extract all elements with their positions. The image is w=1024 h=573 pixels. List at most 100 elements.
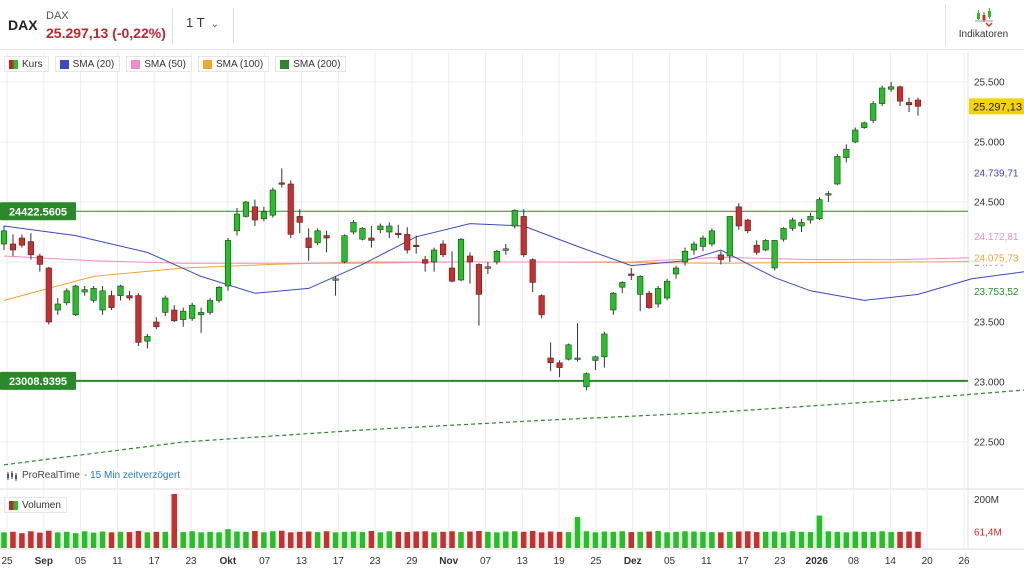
x-tick-label: 07 [259,556,271,567]
x-tick-label: Okt [220,556,237,567]
legend-item-sma20[interactable]: SMA (20) [54,56,121,72]
volume-bar [592,532,599,548]
candle-body [484,266,491,269]
candle-body [780,228,787,240]
candle-body [502,248,509,251]
volume-bar [1,532,7,548]
legend-label: SMA (50) [144,58,186,70]
indicators-label: Indikatoren [958,29,1009,40]
candle-body [601,333,608,358]
y-tick-label: 23.000 [974,378,1005,389]
candle-body [699,237,707,247]
volume-bar [744,531,751,548]
x-tick-label: 17 [333,556,345,567]
candle-body [422,259,429,264]
volume-bar [816,515,823,548]
volume-bar [520,531,527,548]
sma200-line [3,389,1024,466]
volume-last-label: 61,4M [974,527,1002,538]
x-tick-label: 2026 [806,556,829,567]
volume-bar [753,532,760,548]
candle-body [117,285,124,296]
volume-bar [789,531,796,548]
candle-body [81,289,88,293]
sma-value-tag: 24.172,81 [974,232,1019,243]
candle-body [798,222,805,227]
candle-body [672,267,680,275]
legend-item-sma50[interactable]: SMA (50) [126,56,192,72]
indicators-button[interactable]: Indikatoren [945,4,1021,46]
candle-body [457,238,465,281]
volume-bar [171,494,178,548]
legend-swatch-sma50 [131,59,141,69]
candle-body [233,213,241,232]
volume-bar [664,532,670,548]
legend-label: Volumen [22,499,61,511]
x-tick-label: 19 [554,556,566,567]
volume-bar [682,531,688,548]
timeframe-selector[interactable]: 1 T ⌄ [186,15,219,30]
legend-item-sma100[interactable]: SMA (100) [197,56,270,72]
x-tick-label: 25 [1,556,13,567]
level-tag [0,202,76,221]
legend-item-volumen[interactable]: Volumen [4,497,67,513]
candle-body [637,276,644,295]
candle-body [717,254,724,260]
symbol-label[interactable]: DAX [8,17,38,33]
volume-bar [341,531,348,548]
x-tick-label: 11 [112,556,123,567]
volume-bar [377,532,384,548]
header-divider [172,8,173,44]
candle-body [914,99,922,107]
candle-body [807,216,814,221]
sma-value-tag-bg [969,229,1024,244]
candle-body [852,129,859,143]
volume-bar [46,530,52,548]
sma-value-tag-bg [969,250,1024,265]
legend-label: SMA (20) [72,58,115,70]
candle-body [45,267,52,323]
volume-bar [556,531,563,548]
volume-bar [915,531,921,548]
candlesticks [0,82,922,391]
x-tick-label: 20 [922,556,934,567]
candle-body [619,282,626,288]
volume-bar [431,532,437,548]
x-tick-label: Dez [624,556,642,567]
candle-body [448,267,456,282]
candle-body [789,219,796,229]
candle-body [708,230,715,245]
legend-item-kurs[interactable]: Kurs [4,56,49,72]
volume-bar [404,532,411,548]
candle-body [224,240,232,287]
legend-item-sma200[interactable]: SMA (200) [275,56,347,72]
x-tick-label: 23 [185,556,197,567]
candle-body [135,295,142,343]
volume-bar [547,531,554,548]
candle-body [664,280,671,299]
candle-body [260,211,267,220]
candle-body [278,182,285,185]
source-delay: - 15 Min zeitverzögert [83,470,181,481]
y-tick-label: 25.000 [974,138,1005,149]
volume-bar [135,530,142,548]
candle-body [287,183,294,235]
candle-body [395,232,402,235]
candle-body [690,243,698,251]
volume-bar [332,532,339,548]
horizontal-levels[interactable]: 24422.5605 23008.9395 [0,202,968,390]
candle-body [36,255,43,265]
time-axis: 25 Sep 05 11 17 23 Okt 07 13 17 23 29 Nov 07 13 19 25 Dez… [1,556,970,567]
volume-bar [574,516,581,548]
candle-body [520,216,527,256]
volume-bar [305,531,312,548]
volume-bar [10,531,16,548]
volume-bar [601,531,608,548]
volume-bar [37,532,43,548]
candle-body [341,235,348,263]
legend-swatch-sma20 [59,59,69,69]
volume-bar [861,531,868,548]
x-tick-label: 26 [958,556,970,567]
x-tick-label: Nov [439,556,458,567]
